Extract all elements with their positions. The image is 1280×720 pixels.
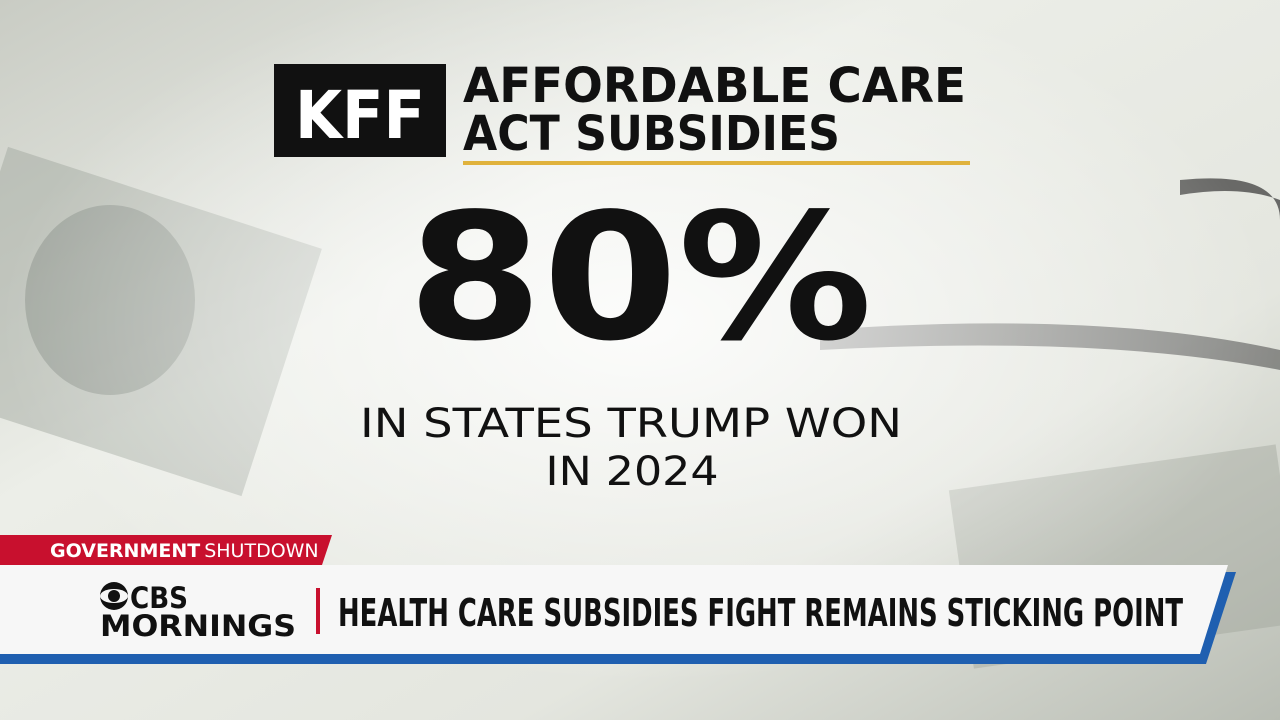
headline: HEALTH CARE SUBSIDIES FIGHT REMAINS STIC… [338,591,1183,635]
logo-box [274,64,446,157]
kff-graphic: KFF AFFORDABLE CARE ACT SUBSIDIES 80% IN… [274,58,970,495]
gold-rule [463,161,970,165]
logo: KFF [295,77,425,154]
topic-tag [0,535,332,565]
stat: 80% [408,177,873,380]
brand-bottom: MORNINGS [100,609,296,643]
cbs-eye [100,582,128,610]
lower-third: GOVERNMENT SHUTDOWN CBS MORNINGS HEALTH C… [0,535,1236,664]
title-line: AFFORDABLE CARE [463,58,966,114]
caption-line: IN STATES TRUMP WON [360,401,902,447]
topic-tag-text: GOVERNMENT SHUTDOWN [50,540,319,562]
brand-top: CBS [130,581,188,615]
divider [316,588,320,634]
headline-bar [0,565,1228,654]
caption-line: IN 2024 [546,449,719,495]
title-line: ACT SUBSIDIES [463,106,840,162]
topic-rest: SHUTDOWN [204,540,318,562]
topic-bold: GOVERNMENT [50,540,200,562]
